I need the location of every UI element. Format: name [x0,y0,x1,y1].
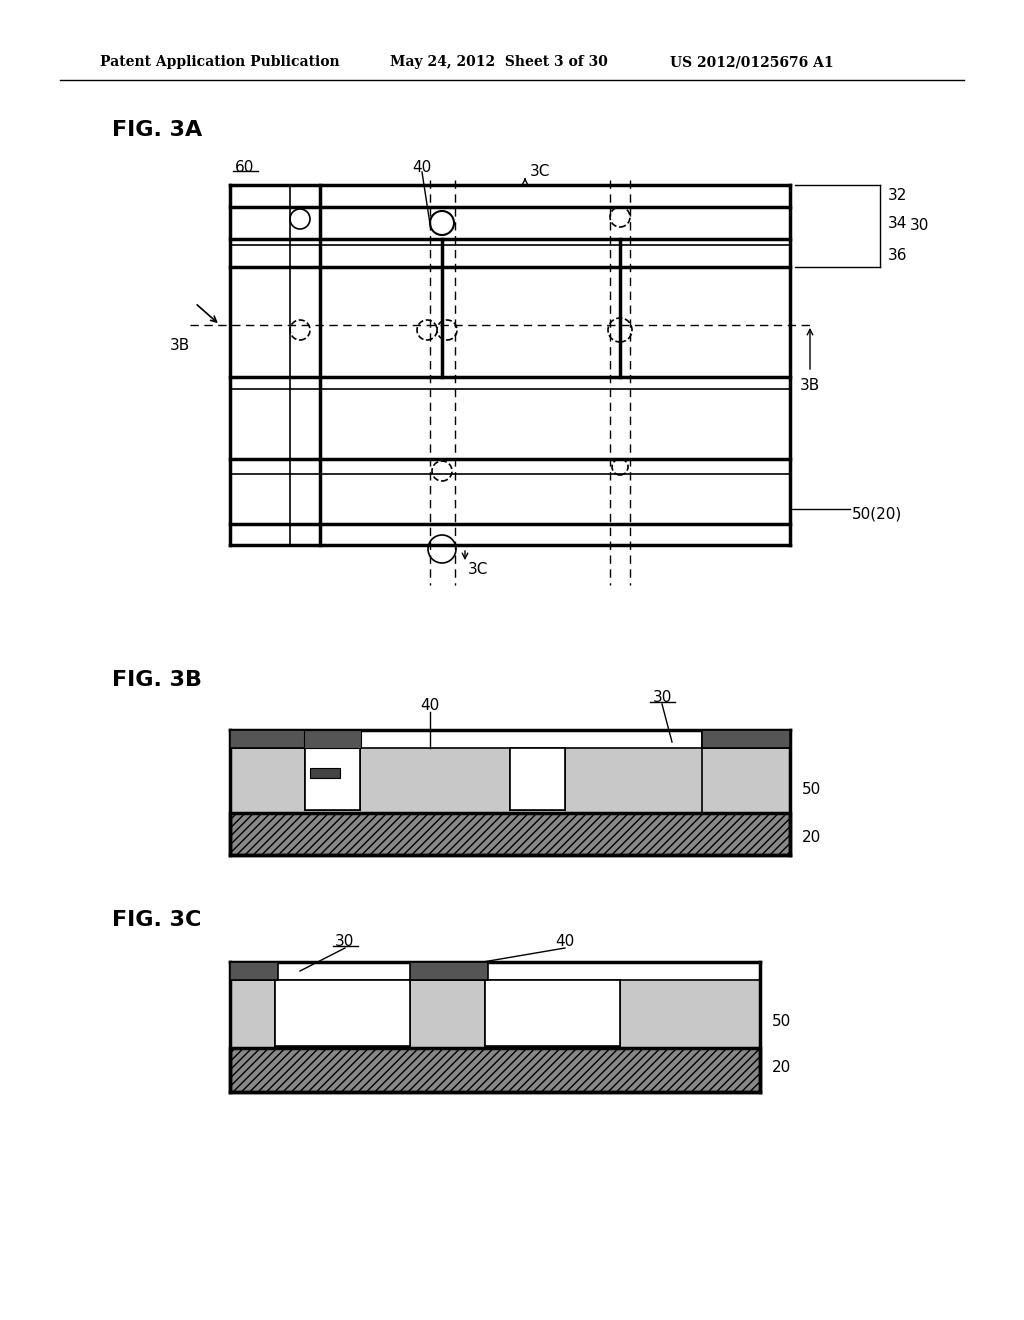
Text: 40: 40 [555,935,574,949]
Text: 60: 60 [236,160,255,174]
Bar [304,730,361,748]
Bar [310,768,340,777]
Bar [230,730,308,748]
Text: 30: 30 [335,935,354,949]
Text: 36: 36 [888,248,907,264]
Text: 40: 40 [421,698,439,714]
Bar [275,979,410,1045]
Bar [410,962,488,979]
Bar [230,1048,760,1092]
Text: 50: 50 [772,1015,792,1030]
Text: 3C: 3C [468,562,488,578]
Text: 3C: 3C [530,165,550,180]
Text: FIG. 3C: FIG. 3C [112,909,202,931]
Text: US 2012/0125676 A1: US 2012/0125676 A1 [670,55,834,69]
Text: 50(20): 50(20) [852,507,902,521]
Bar [510,748,565,810]
Bar [305,748,360,810]
Text: FIG. 3B: FIG. 3B [112,671,202,690]
Bar [230,979,760,1048]
Text: Patent Application Publication: Patent Application Publication [100,55,340,69]
Text: 20: 20 [772,1060,792,1076]
Bar [230,813,790,855]
Text: May 24, 2012  Sheet 3 of 30: May 24, 2012 Sheet 3 of 30 [390,55,608,69]
Bar [230,748,790,813]
Text: FIG. 3A: FIG. 3A [112,120,203,140]
Bar [485,979,620,1045]
Text: 32: 32 [888,189,907,203]
Text: 30: 30 [652,690,672,705]
Text: 20: 20 [802,830,821,846]
Text: 3B: 3B [170,338,190,352]
Text: 40: 40 [413,160,432,174]
Text: 50: 50 [802,783,821,797]
Text: 3B: 3B [800,378,820,392]
Text: 34: 34 [888,215,907,231]
Text: 30: 30 [910,219,930,234]
Bar [230,962,278,979]
Bar [702,730,790,748]
